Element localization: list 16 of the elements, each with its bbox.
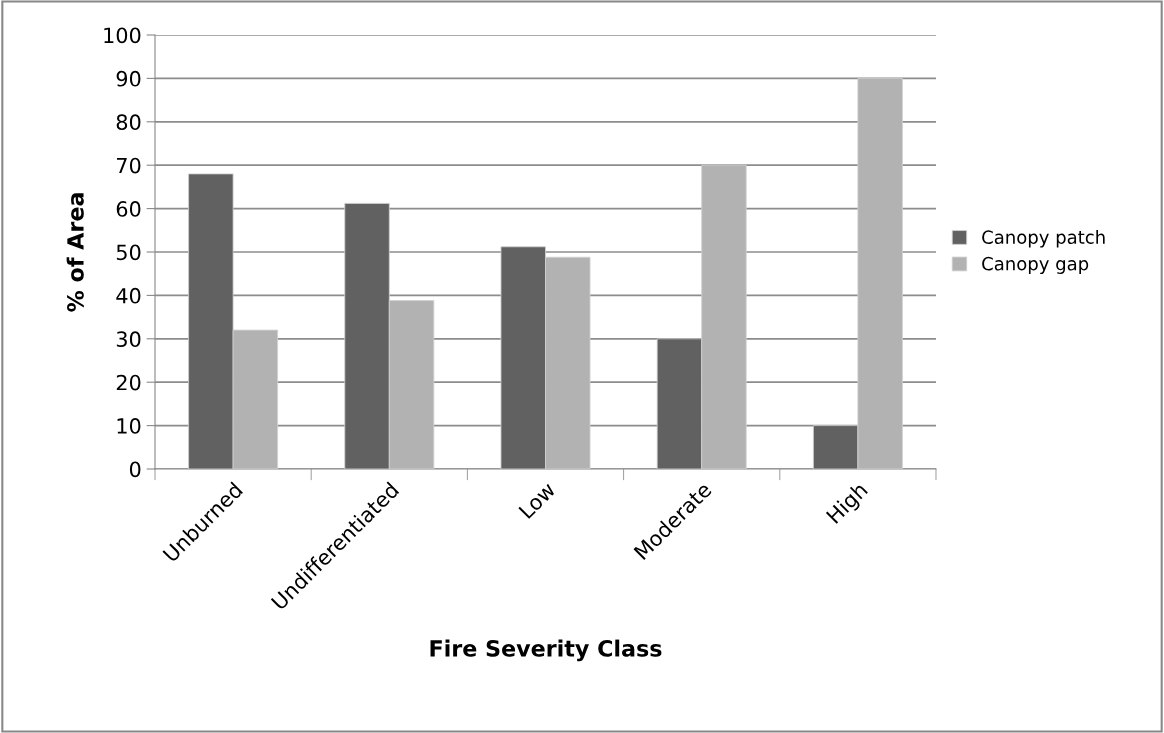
y-tick-label: 60	[116, 201, 141, 217]
x-tick-label: Low	[518, 481, 557, 520]
y-tick-label: 70	[117, 157, 141, 174]
y-tick-label: 90	[116, 70, 141, 87]
y-tick-label: 10	[117, 418, 141, 434]
x-axis-title: Fire Severity Class	[430, 639, 662, 662]
y-tick-label: 100	[104, 27, 141, 44]
y-tick-label: 80	[116, 114, 141, 131]
y-tick-label: 20	[116, 374, 141, 391]
y-axis-title: % of Area	[66, 193, 84, 312]
legend-label: Canopy gap	[982, 256, 1089, 274]
y-tick-label: 30	[116, 331, 141, 348]
y-tick-label: 50	[116, 244, 141, 261]
y-tick-label: 40	[116, 287, 141, 304]
y-tick-label: 0	[129, 461, 141, 478]
legend-label: Canopy patch	[982, 230, 1105, 248]
